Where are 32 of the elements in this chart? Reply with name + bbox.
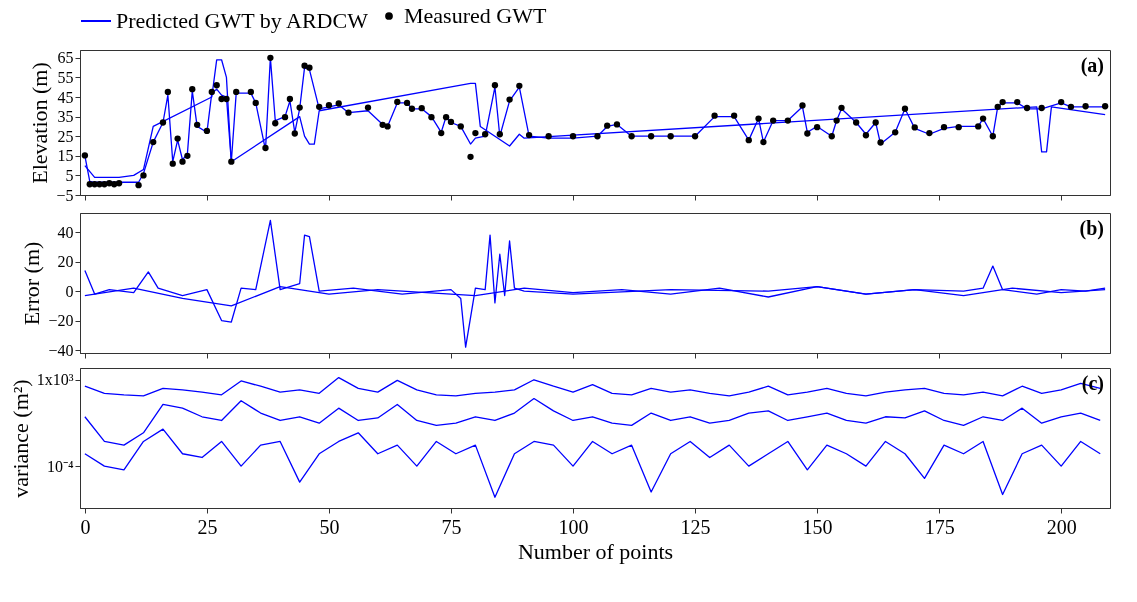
y-tick-label: 10⁻⁴	[46, 457, 74, 475]
x-tick-label: 50	[319, 515, 340, 538]
y-tick-label: 1x10³	[36, 371, 74, 389]
y-axis-title: Elevation (m)	[27, 62, 53, 184]
x-axis-title: Number of points	[517, 538, 674, 564]
y-tick-label: −40	[48, 341, 74, 359]
annotation: (b)	[1079, 217, 1104, 240]
y-axis-title: Error (m)	[19, 241, 45, 326]
y-tick-label: 55	[57, 68, 74, 86]
y-tick-label: −20	[48, 312, 74, 330]
x-tick-label: 0	[80, 515, 91, 538]
y-tick-label: 35	[57, 108, 74, 126]
y-tick-label: 5	[65, 166, 74, 184]
y-axis-title: variance (m²)	[7, 379, 33, 498]
legend-label: Predicted GWT by ARDCW	[116, 8, 369, 33]
y-tick-label: 0	[65, 282, 74, 300]
y-tick-label: 45	[57, 88, 74, 106]
x-tick-label: 125	[680, 515, 711, 538]
x-tick-label: 175	[924, 515, 955, 538]
x-tick-label: 150	[802, 515, 833, 538]
y-tick-label: −5	[56, 186, 74, 204]
x-tick-label: 100	[558, 515, 589, 538]
y-tick-label: 15	[57, 147, 74, 165]
x-tick-label: 25	[197, 515, 218, 538]
y-tick-label: 40	[57, 223, 74, 241]
legend-label: Measured GWT	[404, 3, 547, 28]
annotation: (a)	[1080, 54, 1104, 77]
y-tick-label: 20	[57, 253, 74, 271]
x-tick-label: 75	[441, 515, 462, 538]
y-tick-label: 65	[57, 49, 74, 67]
y-tick-label: 25	[57, 127, 74, 145]
x-tick-label: 200	[1046, 515, 1077, 538]
